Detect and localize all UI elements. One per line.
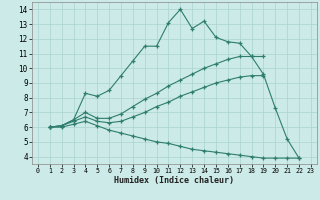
X-axis label: Humidex (Indice chaleur): Humidex (Indice chaleur) [115,176,234,185]
